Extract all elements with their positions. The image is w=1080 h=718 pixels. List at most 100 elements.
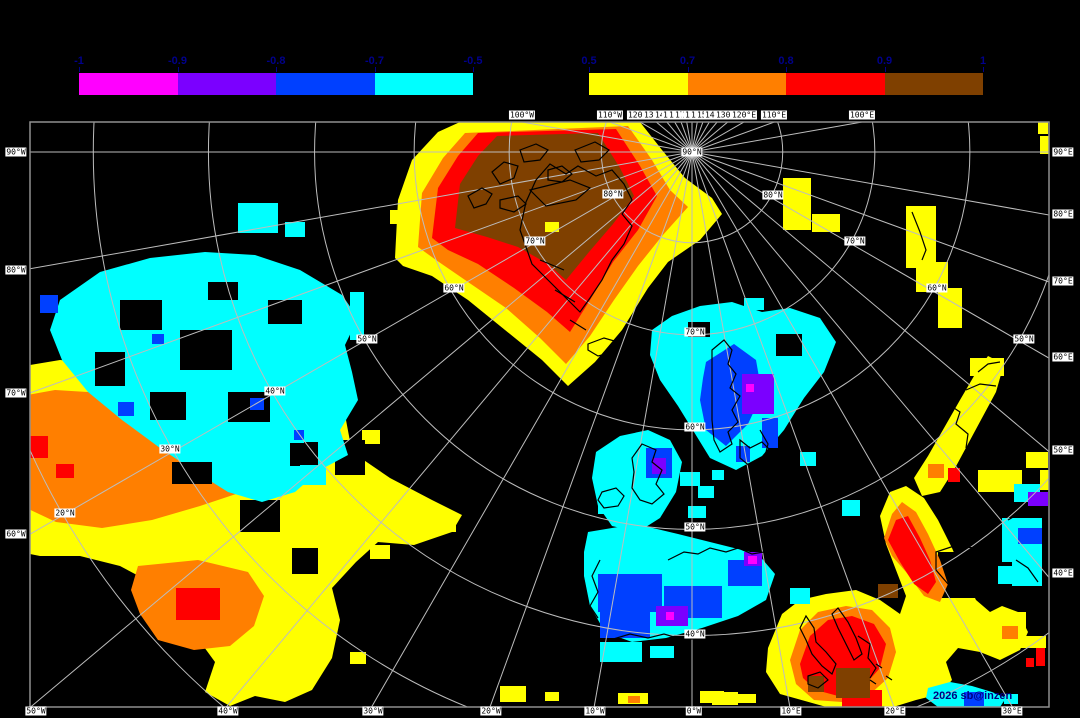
field-region <box>208 282 238 300</box>
coastline <box>857 635 877 679</box>
colorbar-segment <box>177 73 276 95</box>
map-frame <box>29 121 1050 708</box>
coastline <box>869 663 893 685</box>
grid-label: 60°N <box>684 422 706 432</box>
grid-label: 40°N <box>264 386 286 396</box>
field-region <box>948 468 960 482</box>
meridian-line <box>691 151 1049 453</box>
colorbar-tick-mark <box>473 67 474 72</box>
field-region <box>712 692 738 705</box>
grid-label: 20°N <box>54 508 76 518</box>
field-region <box>736 446 750 462</box>
colorbar-tick-mark <box>884 67 886 72</box>
colorbar-tick-label: -0.9 <box>168 55 187 67</box>
coastline <box>499 195 527 213</box>
coastline <box>977 361 1001 373</box>
field-region <box>652 458 666 474</box>
coastline <box>947 383 997 449</box>
field-region <box>744 298 764 310</box>
field-region <box>712 470 724 480</box>
field-region <box>150 392 186 420</box>
field-region <box>120 300 162 330</box>
coastline <box>609 633 701 641</box>
field-region <box>290 442 318 466</box>
grid-label: 120°E <box>730 110 758 120</box>
coastline <box>1007 511 1039 583</box>
meridian-line <box>30 151 693 394</box>
field-region <box>362 430 380 444</box>
colorbar-segment <box>786 73 885 95</box>
coastline <box>587 337 619 357</box>
grid-label: 70°N <box>684 327 706 337</box>
grid-label: 130°E <box>714 110 742 120</box>
grid-label: 80°W <box>5 265 27 275</box>
coastline <box>911 211 927 261</box>
field-region <box>598 574 662 612</box>
coastline <box>935 545 997 591</box>
field-region <box>628 696 640 703</box>
grid-label: 70°E <box>1052 276 1074 286</box>
field-region <box>545 692 559 701</box>
colorbar-tick-mark <box>687 67 689 72</box>
grid-label: 30°W <box>362 706 384 716</box>
field-region <box>698 486 714 498</box>
colorbar-tick-label: 0.8 <box>778 55 794 67</box>
field-region <box>1004 694 1018 704</box>
field-region <box>370 545 390 559</box>
colorbar-segment <box>79 73 178 95</box>
grid-label: 90°W <box>5 147 27 157</box>
grid-label: 40°W <box>217 706 239 716</box>
field-region <box>748 556 757 564</box>
grid-label: 110°W <box>596 110 624 120</box>
meridian-line <box>691 151 1049 579</box>
colorbar-segment <box>884 73 983 95</box>
colorbar-tick-label: -1 <box>74 55 84 67</box>
grid-label: 40°N <box>684 629 706 639</box>
grid-label: 50°N <box>1013 334 1035 344</box>
field-region <box>1028 492 1048 506</box>
grid-label: 80°N <box>762 190 784 200</box>
meridian-line <box>30 151 693 707</box>
grid-label: 10°E <box>780 706 802 716</box>
field-region <box>95 352 125 386</box>
field-region <box>1020 636 1046 648</box>
field-region <box>430 514 456 532</box>
coastline <box>519 143 549 163</box>
field-region <box>300 465 326 485</box>
field-region <box>742 374 774 414</box>
coastline <box>753 429 769 473</box>
field-region <box>978 470 1022 492</box>
field-region <box>545 222 559 232</box>
meridian-line <box>489 151 693 707</box>
grid-label: 80°E <box>1052 209 1074 219</box>
coastline <box>597 487 625 509</box>
field-region <box>285 222 305 237</box>
coastline <box>711 339 741 453</box>
grid-label: 90°N <box>681 147 703 157</box>
field-region <box>500 686 526 702</box>
coastline <box>831 607 863 661</box>
field-region <box>152 334 164 344</box>
field-region <box>600 642 642 662</box>
colorbar-tick-mark <box>79 67 80 72</box>
coastline <box>807 671 829 689</box>
field-region <box>938 288 962 328</box>
grid-label: 50°W <box>25 706 47 716</box>
field-region <box>938 552 986 598</box>
field-region <box>288 640 310 656</box>
field-region <box>1002 626 1018 639</box>
colorbar-segment <box>276 73 375 95</box>
field-region <box>350 652 366 664</box>
coastline <box>667 547 765 561</box>
field-region <box>390 210 402 224</box>
colorbar-tick-label: -0.5 <box>463 55 483 67</box>
field-region <box>964 692 984 706</box>
field-region <box>808 676 824 692</box>
meridian-line <box>593 151 693 707</box>
coastline <box>539 259 587 331</box>
grid-label: 40°E <box>1052 568 1074 578</box>
coastline <box>799 614 837 675</box>
meridian-line <box>225 151 693 707</box>
field-region <box>906 206 936 268</box>
